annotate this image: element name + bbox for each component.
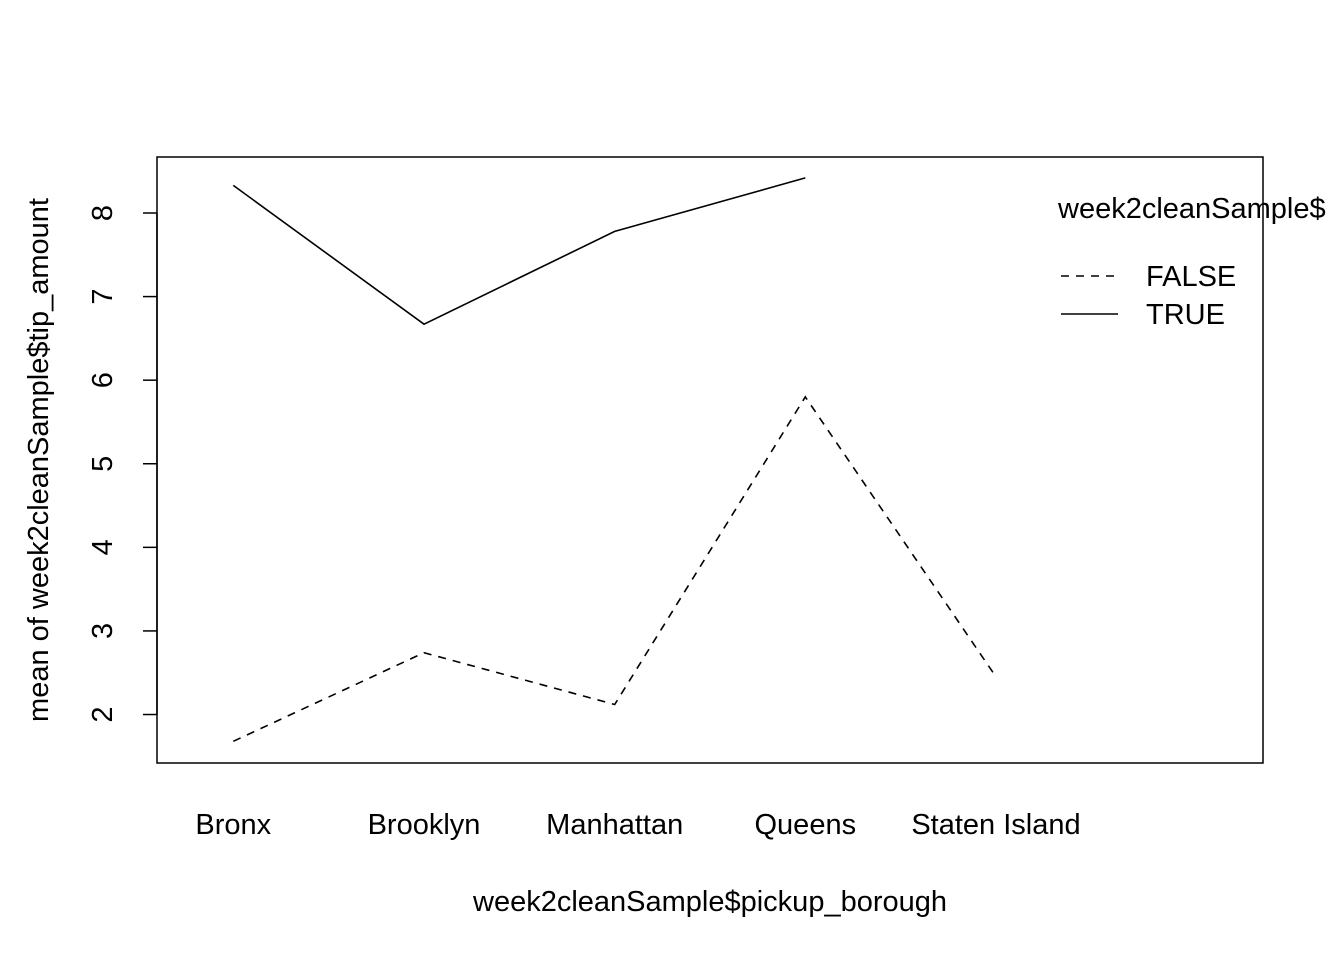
x-tick-label: Manhattan — [546, 809, 683, 841]
x-axis: Bronx Brooklyn Manhattan Queens Staten Islan… — [195, 809, 1080, 841]
y-tick-label: 6 — [87, 372, 119, 388]
legend-label-true: TRUE — [1146, 299, 1225, 331]
legend-title: week2cleanSample$ — [1057, 193, 1326, 225]
y-tick-label: 7 — [87, 289, 119, 305]
series-line-false — [232, 395, 997, 743]
x-tick-label: Queens — [755, 809, 857, 841]
x-tick-label: Staten Island — [911, 809, 1080, 841]
x-tick-label: Bronx — [195, 809, 271, 841]
y-axis-label: mean of week2cleanSample$tip_amount — [23, 198, 55, 722]
y-tick-label: 8 — [87, 205, 119, 221]
series-layer — [232, 177, 997, 743]
y-tick-label: 2 — [87, 706, 119, 722]
x-tick-label: Brooklyn — [368, 809, 481, 841]
x-axis-label: week2cleanSample$pickup_borough — [472, 886, 947, 918]
y-axis: 2 3 4 5 6 7 8 — [87, 205, 158, 723]
y-tick-label: 3 — [87, 623, 119, 639]
plot-frame — [156, 156, 1264, 764]
y-tick-label: 5 — [87, 456, 119, 472]
series-line-true — [232, 177, 806, 326]
y-tick-label: 4 — [87, 539, 119, 555]
legend: week2cleanSample$ FALSE TRUE — [1057, 193, 1326, 331]
legend-label-false: FALSE — [1146, 261, 1236, 293]
